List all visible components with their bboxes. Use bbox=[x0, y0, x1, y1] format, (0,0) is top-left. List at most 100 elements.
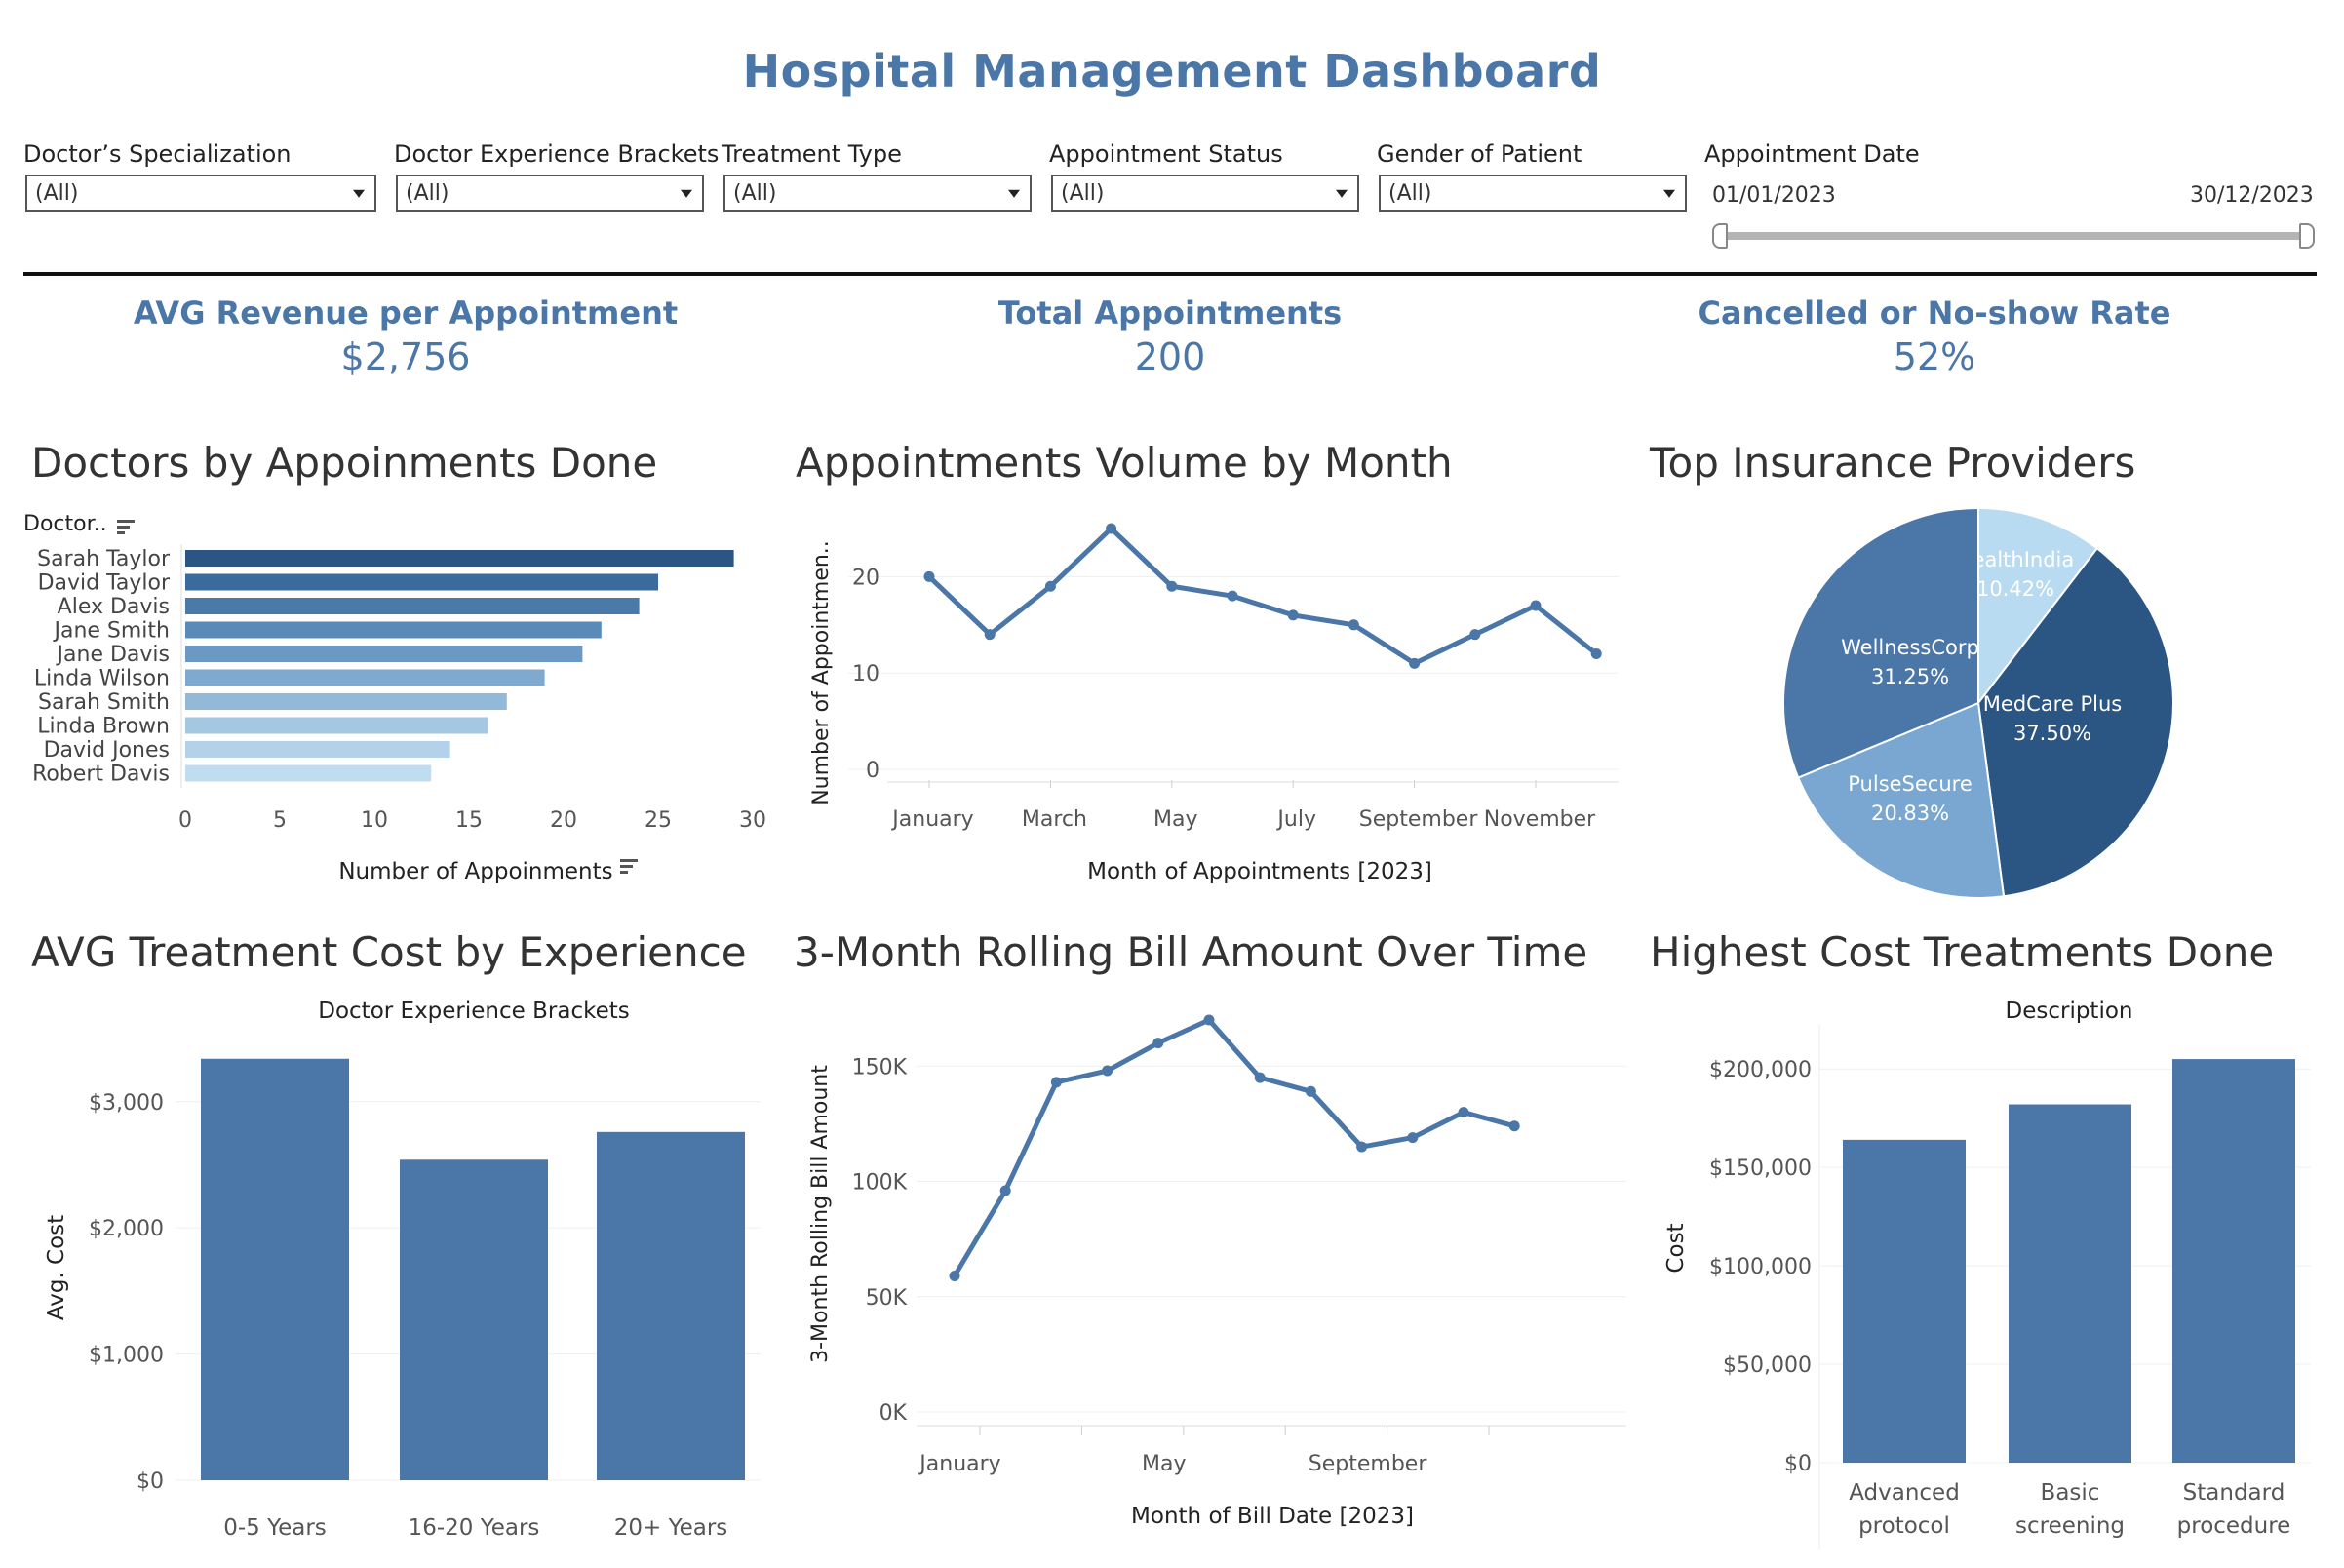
x-tick-label: Standard bbox=[2183, 1480, 2285, 1506]
x-tick-label: 0 bbox=[178, 808, 192, 833]
appointments-volume-line-chart[interactable]: 0 10 20 January March May July September Novembe… bbox=[780, 497, 1619, 887]
doctor-label: Sarah Smith bbox=[38, 690, 170, 715]
filter-value: (All) bbox=[733, 180, 777, 206]
data-point bbox=[1106, 523, 1117, 534]
chart-title-volume: Appointments Volume by Month bbox=[796, 439, 1453, 487]
data-point bbox=[923, 570, 935, 582]
kpi-avg-revenue-label: AVG Revenue per Appointment bbox=[133, 294, 679, 332]
chart-title-rolling: 3-Month Rolling Bill Amount Over Time bbox=[794, 928, 1588, 976]
filter-select-experience[interactable]: (All) bbox=[396, 175, 704, 212]
filter-label-specialization: Doctor’s Specialization bbox=[23, 140, 292, 168]
filter-select-specialization[interactable]: (All) bbox=[25, 175, 376, 212]
data-point bbox=[1458, 1107, 1469, 1118]
x-tick-label: Basic bbox=[2041, 1480, 2100, 1506]
sort-icon[interactable] bbox=[620, 859, 638, 874]
pie-slice bbox=[1782, 506, 1979, 779]
y-tick-label: $2,000 bbox=[89, 1217, 164, 1241]
date-range-slider[interactable] bbox=[1718, 232, 2303, 240]
chevron-down-icon bbox=[353, 189, 365, 198]
x-tick-label: 10 bbox=[361, 808, 388, 833]
data-point bbox=[1409, 657, 1421, 669]
doctor-bar bbox=[185, 621, 602, 639]
x-tick-label: March bbox=[1022, 807, 1087, 832]
data-point bbox=[1203, 1014, 1215, 1026]
data-point bbox=[1348, 619, 1359, 631]
filter-select-treatment-type[interactable]: (All) bbox=[723, 175, 1032, 212]
x-tick-label: 16-20 Years bbox=[409, 1515, 540, 1541]
doctor-bar bbox=[185, 693, 507, 710]
y-axis-label: Cost bbox=[1663, 1223, 1689, 1273]
bar bbox=[201, 1058, 349, 1480]
chevron-down-icon bbox=[1663, 189, 1675, 198]
chevron-down-icon bbox=[1336, 189, 1348, 198]
treatment-cost-bar-chart[interactable]: Description $0 $50,000 $100,000 $150,000 $200… bbox=[1638, 985, 2344, 1568]
pie-slice-value: 31.25% bbox=[1871, 665, 1949, 688]
x-tick-label: screening bbox=[2015, 1513, 2125, 1539]
filter-select-appointment-status[interactable]: (All) bbox=[1051, 175, 1359, 212]
x-tick-label: 20+ Years bbox=[614, 1515, 728, 1541]
x-axis-label: Number of Appoinments bbox=[338, 859, 612, 884]
pie-slice bbox=[1977, 506, 2099, 706]
data-point bbox=[1287, 609, 1299, 621]
y-tick-label: $1,000 bbox=[89, 1344, 164, 1368]
x-tick-label: protocol bbox=[1858, 1513, 1950, 1539]
data-point bbox=[1102, 1065, 1113, 1077]
x-tick-label: May bbox=[1153, 807, 1197, 832]
y-tick-label: 150K bbox=[852, 1055, 908, 1079]
page-title: Hospital Management Dashboard bbox=[742, 45, 1602, 98]
date-slider-end-handle[interactable] bbox=[2299, 223, 2315, 249]
pie-slice-label: WellnessCorp bbox=[1841, 636, 1979, 659]
pie-slice-value: 20.83% bbox=[1871, 802, 1949, 825]
data-point bbox=[1530, 600, 1542, 611]
sort-icon[interactable] bbox=[117, 520, 135, 534]
x-tick-label: January bbox=[918, 1452, 1000, 1476]
x-axis-label: Month of Appointments [2023] bbox=[1087, 859, 1432, 884]
doctor-label: Linda Brown bbox=[37, 715, 170, 739]
pie-slice-label: PulseSecure bbox=[1848, 772, 1973, 796]
pie-slice-value: 37.50% bbox=[2013, 722, 2091, 745]
data-point bbox=[1508, 1120, 1520, 1132]
kpi-total-appointments-label: Total Appointments bbox=[997, 294, 1343, 332]
data-point bbox=[984, 629, 996, 641]
filter-label-appointment-date: Appointment Date bbox=[1704, 140, 1920, 168]
x-tick-label: 5 bbox=[273, 808, 287, 833]
filter-value: (All) bbox=[1388, 180, 1432, 206]
doctor-label: Alex Davis bbox=[58, 595, 170, 619]
chart-title-doctors: Doctors by Appoinments Done bbox=[31, 439, 658, 487]
y-axis-label: 3-Month Rolling Bill Amount bbox=[808, 1065, 833, 1363]
y-tick-label: 0 bbox=[866, 759, 879, 783]
volume-series-line bbox=[927, 526, 1598, 666]
data-point bbox=[1254, 1072, 1266, 1083]
filter-value: (All) bbox=[1061, 180, 1105, 206]
data-point bbox=[1152, 1038, 1164, 1049]
kpi-avg-revenue-value: $2,756 bbox=[340, 335, 471, 378]
y-tick-label: $150,000 bbox=[1709, 1156, 1812, 1181]
y-tick-label: 50K bbox=[866, 1286, 908, 1311]
data-point bbox=[1227, 590, 1238, 602]
chart-title-treatments: Highest Cost Treatments Done bbox=[1650, 928, 2275, 976]
y-axis-label: Avg. Cost bbox=[44, 1215, 69, 1320]
chart-title-experience: AVG Treatment Cost by Experience bbox=[31, 928, 747, 976]
row-header-label: Doctor.. bbox=[23, 512, 107, 536]
rolling-bill-line-chart[interactable]: 0K 50K 100K 150K January May September Month of… bbox=[780, 985, 1638, 1568]
data-point bbox=[1305, 1085, 1316, 1097]
experience-bar-chart[interactable]: Doctor Experience Brackets $0 $1,000 $2,000… bbox=[0, 985, 780, 1568]
doctor-bar bbox=[185, 598, 640, 614]
kpi-cancel-rate-label: Cancelled or No-show Rate bbox=[1698, 294, 2171, 332]
filter-label-appointment-status: Appointment Status bbox=[1049, 140, 1283, 168]
filter-divider bbox=[23, 272, 2317, 276]
kpi-cancel-rate-value: 52% bbox=[1893, 335, 1976, 378]
data-point bbox=[1166, 580, 1178, 592]
date-slider-start-handle[interactable] bbox=[1712, 223, 1728, 249]
doctor-label: Jane Smith bbox=[52, 619, 170, 644]
doctor-label: Linda Wilson bbox=[34, 667, 170, 691]
filter-select-gender[interactable]: (All) bbox=[1379, 175, 1687, 212]
bar bbox=[1843, 1139, 1966, 1463]
bar bbox=[400, 1159, 548, 1480]
chart-title-insurance: Top Insurance Providers bbox=[1650, 439, 2136, 487]
x-tick-label: 30 bbox=[739, 808, 766, 833]
x-tick-label: 25 bbox=[645, 808, 672, 833]
doctor-bar bbox=[185, 573, 658, 591]
